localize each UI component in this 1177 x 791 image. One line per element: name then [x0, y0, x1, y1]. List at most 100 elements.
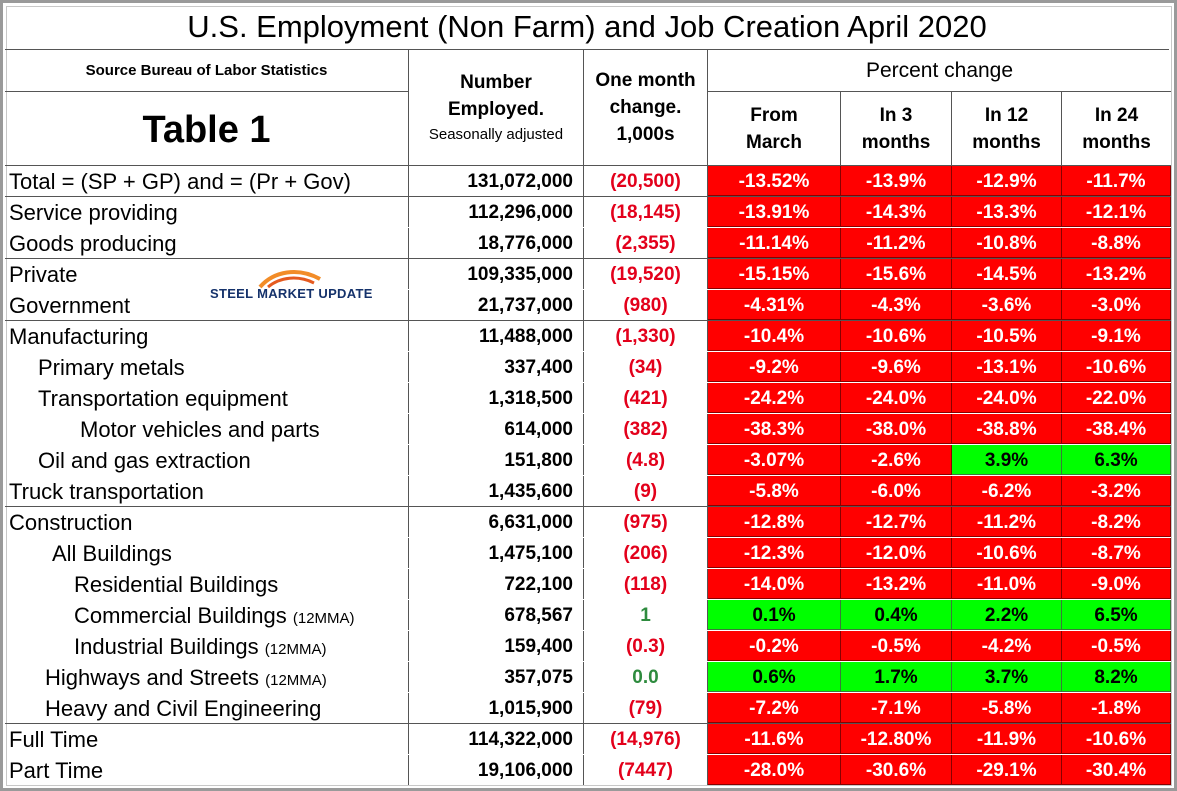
period-header-24-months: In 24 months [1062, 92, 1171, 165]
row-label-text: Transportation equipment [38, 386, 288, 411]
percent-cell: 0.4% [841, 600, 952, 630]
percent-cell: 8.2% [1062, 662, 1171, 692]
table-row: Service providing 112,296,000 (18,145) -13.… [5, 196, 1171, 227]
row-label: Heavy and Civil Engineering [5, 693, 409, 723]
employed-cell: 614,000 [409, 414, 584, 444]
percent-cell: -24.0% [841, 383, 952, 413]
percent-cell: -30.4% [1062, 755, 1171, 785]
percent-cell: -0.5% [841, 631, 952, 661]
employed-cell: 131,072,000 [409, 166, 584, 196]
employed-cell: 337,400 [409, 352, 584, 382]
row-label-text: Total = (SP + GP) and = (Pr + Gov) [9, 169, 351, 194]
steel-market-update-logo: STEEL MARKET UPDATE [210, 269, 372, 303]
row-label-text: Commercial Buildings [74, 603, 287, 628]
percent-cell: -5.8% [952, 693, 1062, 723]
employed-cell: 151,800 [409, 445, 584, 475]
change-cell: (18,145) [584, 197, 708, 227]
employed-cell: 357,075 [409, 662, 584, 692]
row-label: Oil and gas extraction [5, 445, 409, 475]
percent-cell: -3.2% [1062, 476, 1171, 506]
change-cell: (1,330) [584, 321, 708, 351]
percent-cell: -12.0% [841, 538, 952, 568]
percent-cell: -7.1% [841, 693, 952, 723]
row-label-text: Motor vehicles and parts [80, 417, 320, 442]
table-row: Oil and gas extraction 151,800 (4.8) -3.07%… [5, 444, 1171, 475]
table-row: Residential Buildings 722,100 (118) -14.0% -… [5, 568, 1171, 599]
row-label: Private [5, 259, 409, 289]
percent-cell: 0.1% [708, 600, 841, 630]
table-row: Part Time 19,106,000 (7447) -28.0% -30.6% -29… [5, 754, 1171, 785]
change-cell: (975) [584, 507, 708, 537]
table-title: U.S. Employment (Non Farm) and Job Creat… [5, 4, 1169, 50]
employed-cell: 1,015,900 [409, 693, 584, 723]
one-month-line3: 1,000s [616, 124, 675, 145]
change-cell: (118) [584, 569, 708, 599]
table-row: Motor vehicles and parts 614,000 (382) -38.… [5, 413, 1171, 444]
row-label: Truck transportation [5, 476, 409, 506]
row-label: All Buildings [5, 538, 409, 568]
percent-cell: -38.8% [952, 414, 1062, 444]
change-cell: (2,355) [584, 228, 708, 258]
row-label-text: Government [9, 293, 131, 318]
percent-cell: -11.2% [841, 228, 952, 258]
number-employed-header: Number Employed. Seasonally adjusted [409, 49, 584, 165]
percent-cell: -10.5% [952, 321, 1062, 351]
period-header-text: In 24 [1094, 105, 1139, 126]
percent-cell: -4.31% [708, 290, 841, 320]
row-label-text: Full Time [9, 727, 99, 752]
period-header-text: months [861, 132, 931, 153]
number-employed-line3: Seasonally adjusted [428, 126, 564, 143]
logo-swoosh-icon [258, 270, 321, 289]
source-label: Source Bureau of Labor Statistics [5, 49, 409, 92]
change-cell: (19,520) [584, 259, 708, 289]
employed-cell: 109,335,000 [409, 259, 584, 289]
percent-cell: 6.5% [1062, 600, 1171, 630]
table-row: Full Time 114,322,000 (14,976) -11.6% -12.80… [5, 723, 1171, 754]
percent-cell: -9.1% [1062, 321, 1171, 351]
table-number-label: Table 1 [5, 92, 409, 165]
percent-cell: 2.2% [952, 600, 1062, 630]
row-label: Motor vehicles and parts [5, 414, 409, 444]
employed-cell: 678,567 [409, 600, 584, 630]
row-label: Highways and Streets (12MMA) [5, 662, 409, 692]
percent-cell: -10.6% [841, 321, 952, 351]
change-cell: 1 [584, 600, 708, 630]
percent-cell: -11.6% [708, 724, 841, 754]
row-label-text: Part Time [9, 758, 104, 783]
percent-cell: -11.7% [1062, 166, 1171, 196]
percent-cell: -3.07% [708, 445, 841, 475]
row-label-text: Manufacturing [9, 324, 149, 349]
row-label: Part Time [5, 755, 409, 785]
percent-cell: -11.0% [952, 569, 1062, 599]
employed-cell: 722,100 [409, 569, 584, 599]
table-row: Heavy and Civil Engineering 1,015,900 (79)… [5, 692, 1171, 723]
table-border [6, 6, 1172, 786]
change-cell: (980) [584, 290, 708, 320]
table-row: All Buildings 1,475,100 (206) -12.3% -12.0% -… [5, 537, 1171, 568]
row-mma-note: (12MMA) [292, 610, 355, 627]
percent-cell: -14.0% [708, 569, 841, 599]
row-label-text: Service providing [9, 200, 178, 225]
employed-cell: 1,435,600 [409, 476, 584, 506]
percent-cell: -38.0% [841, 414, 952, 444]
row-label: Total = (SP + GP) and = (Pr + Gov) [5, 166, 409, 196]
percent-cell: 3.7% [952, 662, 1062, 692]
row-label: Residential Buildings [5, 569, 409, 599]
change-cell: (20,500) [584, 166, 708, 196]
percent-cell: -11.2% [952, 507, 1062, 537]
change-cell: (0.3) [584, 631, 708, 661]
percent-cell: -13.2% [841, 569, 952, 599]
percent-cell: -11.14% [708, 228, 841, 258]
percent-cell: -15.6% [841, 259, 952, 289]
number-employed-line2: Employed. [447, 99, 545, 120]
percent-cell: -10.6% [952, 538, 1062, 568]
row-label-text: Industrial Buildings [74, 634, 259, 659]
table-body: Total = (SP + GP) and = (Pr + Gov) 131,07… [5, 165, 1171, 785]
percent-cell: -15.15% [708, 259, 841, 289]
percent-cell: -14.5% [952, 259, 1062, 289]
table-row: Primary metals 337,400 (34) -9.2% -9.6% -13.1… [5, 351, 1171, 382]
employed-cell: 18,776,000 [409, 228, 584, 258]
percent-cell: -12.7% [841, 507, 952, 537]
percent-cell: -12.80% [841, 724, 952, 754]
row-label: Government [5, 290, 409, 320]
